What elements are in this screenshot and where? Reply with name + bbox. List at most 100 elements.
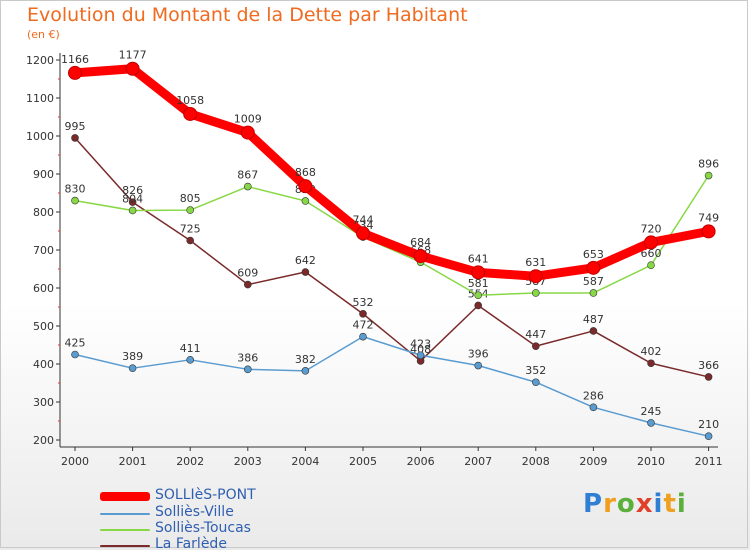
data-point <box>647 261 655 270</box>
chart-subtitle: (en €) <box>27 28 60 41</box>
data-point <box>359 310 367 318</box>
data-point <box>704 432 713 441</box>
y-tick-label: 300 <box>33 396 54 409</box>
data-point <box>416 351 425 360</box>
data-point <box>531 289 540 297</box>
data-point <box>186 206 194 214</box>
x-tick-label: 2005 <box>349 455 377 468</box>
data-label: 532 <box>353 296 374 309</box>
x-tick-label: 2009 <box>579 455 607 468</box>
data-label: 447 <box>525 328 546 341</box>
data-point <box>359 332 367 341</box>
series-line-1 <box>74 335 710 437</box>
data-point <box>647 359 655 368</box>
data-label: 472 <box>353 319 374 332</box>
y-tick-label: 500 <box>33 320 54 333</box>
data-point <box>531 342 540 350</box>
data-point <box>586 260 601 275</box>
data-point <box>244 280 252 289</box>
data-label: 641 <box>468 252 489 265</box>
x-tick-label: 2004 <box>291 455 319 468</box>
data-point <box>301 197 310 205</box>
data-label: 487 <box>583 313 604 326</box>
data-label: 805 <box>180 192 201 205</box>
legend-label: Solliès-Ville <box>155 504 234 520</box>
data-label: 425 <box>65 337 86 350</box>
data-label: 210 <box>698 418 719 431</box>
data-label: 653 <box>583 248 604 261</box>
data-label: 587 <box>583 275 604 288</box>
data-label: 744 <box>353 213 374 226</box>
data-point <box>647 419 655 427</box>
data-point <box>183 106 198 121</box>
x-tick-label: 2008 <box>522 455 550 468</box>
data-point <box>128 198 137 206</box>
legend-label: La Farlède <box>155 536 227 552</box>
data-label: 804 <box>122 192 143 205</box>
data-label: 642 <box>295 254 316 267</box>
data-point <box>531 378 540 387</box>
legend-label: SOLLIèS-PONT <box>155 487 256 503</box>
x-tick-label: 2011 <box>695 455 723 468</box>
data-point <box>186 356 194 364</box>
data-label: 749 <box>698 211 719 224</box>
data-label: 631 <box>525 256 546 269</box>
y-tick-label: 600 <box>33 282 54 295</box>
legend-label: Solliès-Toucas <box>155 520 251 536</box>
data-label: 396 <box>468 348 489 361</box>
y-tick-label: 400 <box>33 358 54 371</box>
data-point <box>244 182 252 191</box>
y-tick-label: 700 <box>33 244 54 257</box>
series-line-0 <box>70 64 714 281</box>
data-label: 382 <box>295 353 316 366</box>
data-point <box>474 301 483 310</box>
data-point <box>356 226 370 241</box>
data-label: 423 <box>410 337 431 350</box>
legend-swatch <box>100 545 150 547</box>
data-label: 609 <box>237 267 258 280</box>
legend-swatch <box>100 529 150 531</box>
data-point <box>528 269 543 284</box>
data-label: 286 <box>583 389 604 402</box>
data-point <box>413 249 428 264</box>
x-tick-label: 2000 <box>61 455 89 468</box>
data-point <box>301 268 310 276</box>
data-point <box>474 361 483 370</box>
data-point <box>186 236 194 245</box>
data-label: 408 <box>410 343 431 356</box>
data-point <box>125 61 140 76</box>
data-point <box>471 265 486 280</box>
data-label: 1058 <box>176 94 204 107</box>
data-label: 868 <box>295 166 316 179</box>
data-label: 389 <box>122 350 143 363</box>
y-tick-label: 800 <box>33 206 54 219</box>
y-tick-label: 900 <box>33 168 54 181</box>
data-label: 1166 <box>61 53 89 66</box>
data-label: 402 <box>641 345 662 358</box>
data-point <box>701 224 716 239</box>
data-label: 386 <box>237 351 258 364</box>
data-point <box>244 365 252 374</box>
data-point <box>128 206 137 215</box>
x-tick-label: 2003 <box>234 455 262 468</box>
data-label: 720 <box>641 222 662 235</box>
y-tick-label: 200 <box>33 434 54 447</box>
legend-swatch <box>100 513 150 515</box>
data-label: 725 <box>180 223 201 236</box>
data-point <box>71 350 79 359</box>
data-point <box>71 134 79 142</box>
y-tick-label: 1100 <box>26 92 54 105</box>
data-point <box>589 327 598 335</box>
data-point <box>589 403 598 412</box>
data-label: 245 <box>641 405 662 418</box>
data-point <box>71 196 79 205</box>
data-label: 1177 <box>119 49 147 62</box>
data-label: 867 <box>237 169 258 182</box>
x-tick-label: 2002 <box>176 455 204 468</box>
data-label: 830 <box>65 183 86 196</box>
data-point <box>301 367 310 375</box>
data-point <box>644 235 658 250</box>
x-tick-label: 2001 <box>119 455 147 468</box>
